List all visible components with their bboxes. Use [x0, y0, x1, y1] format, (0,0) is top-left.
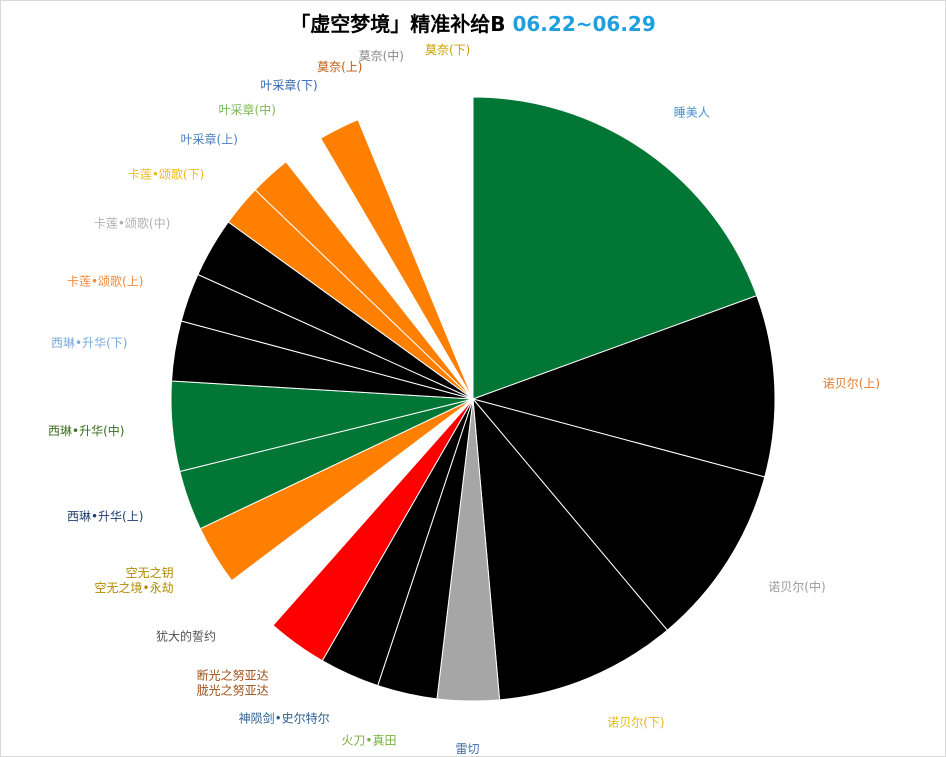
pie-slice — [471, 398, 766, 631]
slice-label: 断光之努亚达胧光之努亚达 — [197, 668, 269, 698]
slice-label: 火刀•真田 — [341, 734, 396, 748]
slice-label: 神陨剑•史尔特尔 — [239, 710, 330, 725]
slice-label: 诺贝尔(上) — [823, 376, 880, 391]
pie-slice — [472, 96, 758, 400]
slice-label: 睡美人 — [674, 105, 710, 119]
slice-label: 诺贝尔(中) — [768, 579, 825, 594]
slice-label: 西琳•升华(中) — [48, 423, 124, 438]
slice-label: 叶采章(上) — [181, 132, 238, 147]
slice-label: 西琳•升华(下) — [51, 336, 127, 350]
slice-label: 莫奈(下) — [425, 43, 470, 57]
slice-label: 空无之钥空无之境•永劫 — [95, 566, 174, 595]
slice-label: 莫奈(上) — [317, 60, 362, 74]
slice-label: 诺贝尔(下) — [607, 714, 664, 729]
slice-label: 西琳•升华(上) — [67, 510, 143, 524]
slice-label: 卡莲•颂歌(上) — [67, 273, 143, 288]
pie-slice — [472, 397, 668, 701]
slice-label: 莫奈(中) — [359, 48, 404, 63]
chart-title-text: 「虚空梦境」精准补给B — [290, 12, 506, 36]
slice-label: 叶采章(下) — [260, 77, 317, 92]
pie-slice — [428, 96, 474, 400]
slice-label: 雷切 — [455, 742, 479, 756]
chart-title: 「虚空梦境」精准补给B 06.22~06.29 — [0, 8, 946, 37]
chart-title-date: 06.22~06.29 — [512, 12, 656, 36]
slice-label: 卡莲•颂歌(下) — [128, 167, 204, 182]
slice-label: 卡莲•颂歌(中) — [94, 215, 170, 230]
pie-slice — [471, 294, 776, 478]
slice-label: 叶采章(中) — [219, 102, 276, 117]
slice-label: 犹大的誓约 — [156, 629, 216, 644]
